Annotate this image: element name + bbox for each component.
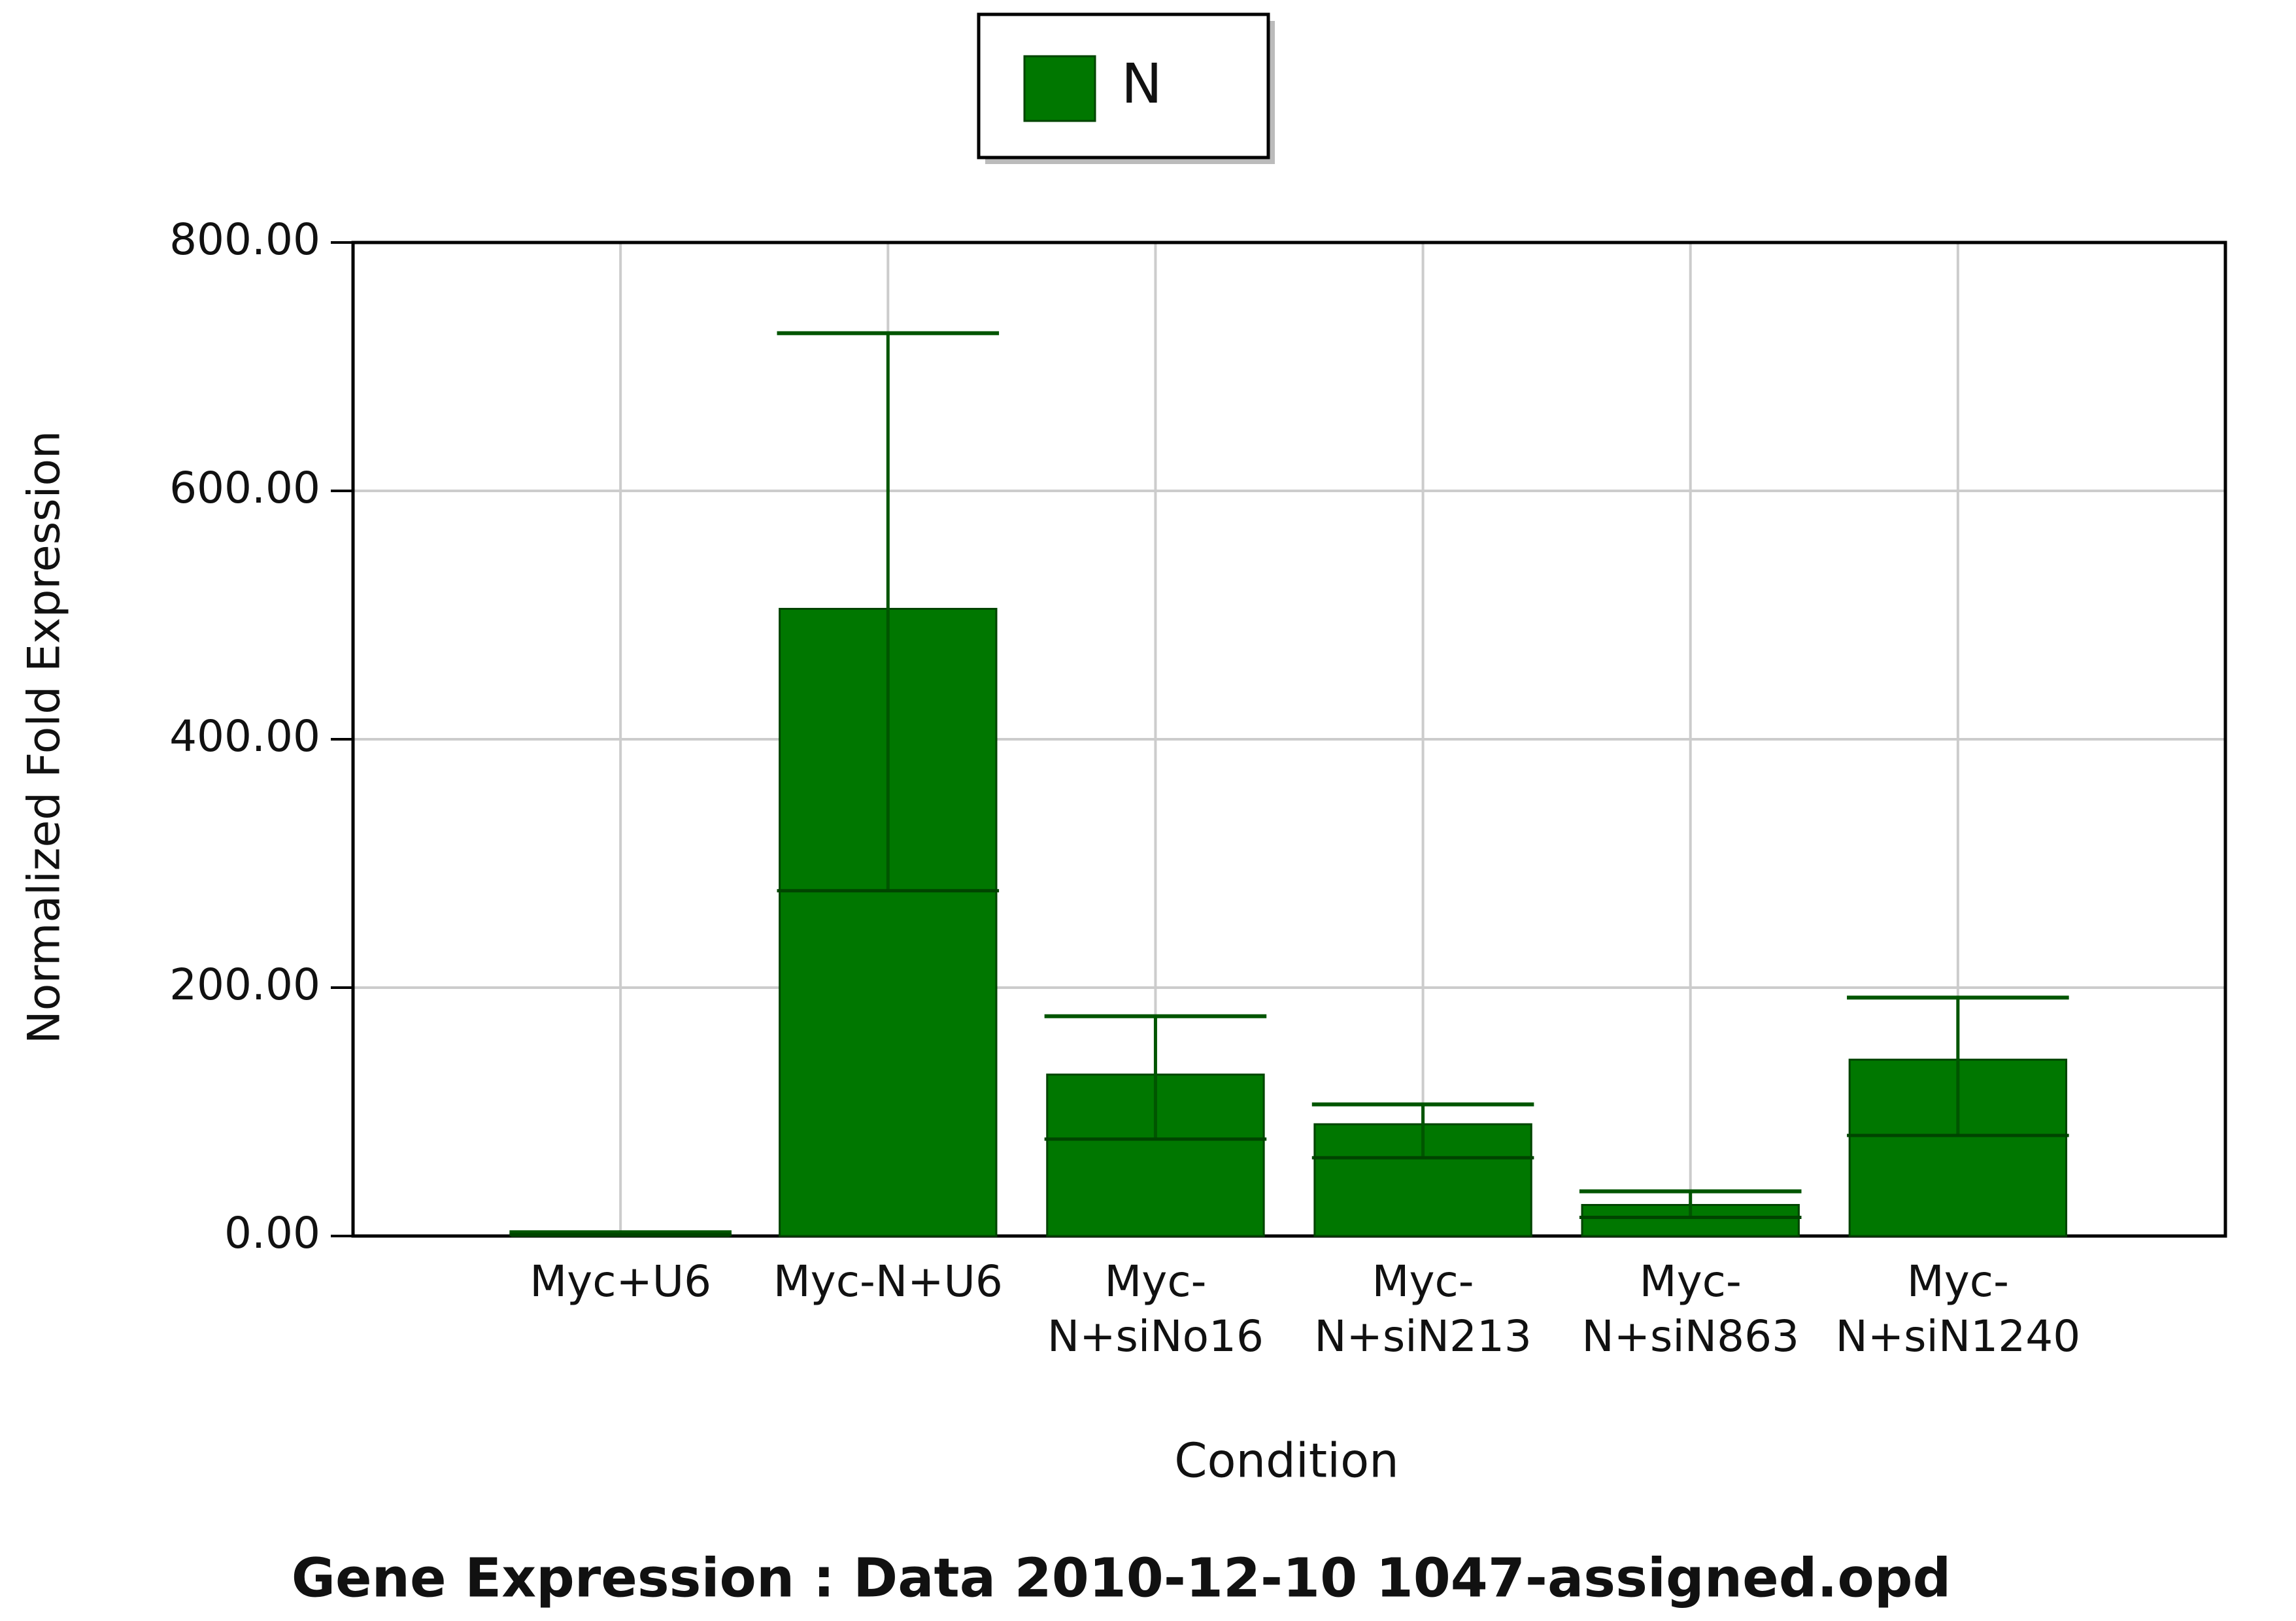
x-tick-label: Myc-N+siNo16 bbox=[1047, 1256, 1264, 1362]
x-tick-label: Myc-N+U6 bbox=[773, 1256, 1003, 1307]
plot-frame bbox=[351, 241, 2227, 1238]
y-tick-label: 600.00 bbox=[169, 463, 320, 513]
x-tick-label: Myc-N+siN863 bbox=[1581, 1256, 1799, 1362]
y-axis-label: Normalized Fold Expression bbox=[19, 431, 71, 1044]
legend-label: N bbox=[1121, 52, 1162, 116]
x-tick-label: Myc-N+siN213 bbox=[1314, 1256, 1532, 1362]
legend-box bbox=[977, 12, 1270, 159]
legend: N bbox=[977, 12, 1275, 164]
x-tick-label: Myc+U6 bbox=[530, 1256, 711, 1307]
chart-title: Gene Expression : Data 2010-12-10 1047-a… bbox=[292, 1547, 1951, 1609]
legend-swatch bbox=[1023, 55, 1096, 122]
y-tick-label: 0.00 bbox=[224, 1208, 320, 1258]
y-tick-label: 400.00 bbox=[169, 711, 320, 761]
y-tick-label: 200.00 bbox=[169, 960, 320, 1010]
x-axis-label: Condition bbox=[1174, 1433, 1399, 1488]
x-tick-label: Myc-N+siN1240 bbox=[1835, 1256, 2080, 1362]
y-tick-label: 800.00 bbox=[169, 214, 320, 265]
